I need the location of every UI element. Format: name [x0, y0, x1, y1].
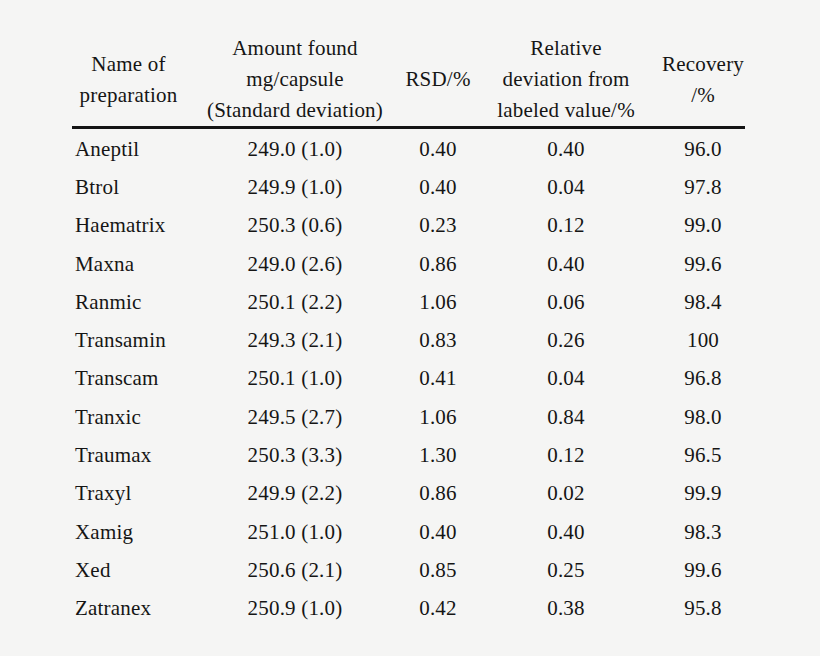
cell-recovery: 99.6 — [661, 558, 745, 583]
column-header-name: Name of preparation — [72, 49, 185, 111]
table-row: Tranxic 249.5 (2.7) 1.06 0.84 98.0 — [72, 398, 745, 436]
column-header-recovery: Recovery /% — [661, 49, 745, 111]
cell-rel-dev: 0.06 — [471, 290, 661, 315]
table-row: Ranmic 250.1 (2.2) 1.06 0.06 98.4 — [72, 283, 745, 321]
cell-name: Traxyl — [72, 481, 185, 506]
cell-rel-dev: 0.84 — [471, 405, 661, 430]
cell-rel-dev: 0.40 — [471, 137, 661, 162]
table-row: Transamin 249.3 (2.1) 0.83 0.26 100 — [72, 321, 745, 359]
cell-amount: 250.3 (3.3) — [185, 443, 405, 468]
cell-recovery: 99.0 — [661, 213, 745, 238]
cell-recovery: 99.6 — [661, 252, 745, 277]
cell-name: Traumax — [72, 443, 185, 468]
cell-recovery: 96.8 — [661, 366, 745, 391]
table-row: Btrol 249.9 (1.0) 0.40 0.04 97.8 — [72, 168, 745, 206]
cell-name: Haematrix — [72, 213, 185, 238]
cell-rsd: 0.42 — [405, 596, 471, 621]
cell-amount: 249.9 (1.0) — [185, 175, 405, 200]
table-body: Aneptil 249.0 (1.0) 0.40 0.40 96.0 Btrol… — [72, 130, 745, 628]
cell-recovery: 98.4 — [661, 290, 745, 315]
cell-rel-dev: 0.25 — [471, 558, 661, 583]
cell-rsd: 1.06 — [405, 290, 471, 315]
cell-recovery: 96.0 — [661, 137, 745, 162]
cell-name: Maxna — [72, 252, 185, 277]
cell-rsd: 1.06 — [405, 405, 471, 430]
cell-rsd: 0.41 — [405, 366, 471, 391]
cell-recovery: 98.0 — [661, 405, 745, 430]
cell-rsd: 0.86 — [405, 481, 471, 506]
cell-rel-dev: 0.02 — [471, 481, 661, 506]
cell-name: Aneptil — [72, 137, 185, 162]
cell-name: Transamin — [72, 328, 185, 353]
cell-amount: 250.9 (1.0) — [185, 596, 405, 621]
cell-rel-dev: 0.26 — [471, 328, 661, 353]
cell-rsd: 0.40 — [405, 175, 471, 200]
cell-name: Transcam — [72, 366, 185, 391]
cell-rsd: 0.40 — [405, 137, 471, 162]
cell-recovery: 97.8 — [661, 175, 745, 200]
cell-recovery: 95.8 — [661, 596, 745, 621]
cell-amount: 249.0 (1.0) — [185, 137, 405, 162]
table-row: Maxna 249.0 (2.6) 0.86 0.40 99.6 — [72, 245, 745, 283]
cell-rsd: 0.40 — [405, 520, 471, 545]
cell-amount: 249.5 (2.7) — [185, 405, 405, 430]
table-row: Aneptil 249.0 (1.0) 0.40 0.40 96.0 — [72, 130, 745, 168]
cell-recovery: 98.3 — [661, 520, 745, 545]
table-header-row: Name of preparation Amount found mg/caps… — [72, 33, 745, 129]
table-row: Transcam 250.1 (1.0) 0.41 0.04 96.8 — [72, 360, 745, 398]
cell-rel-dev: 0.12 — [471, 443, 661, 468]
results-table: Name of preparation Amount found mg/caps… — [72, 33, 745, 628]
cell-name: Zatranex — [72, 596, 185, 621]
cell-amount: 250.6 (2.1) — [185, 558, 405, 583]
cell-rel-dev: 0.04 — [471, 175, 661, 200]
cell-name: Btrol — [72, 175, 185, 200]
cell-amount: 250.1 (2.2) — [185, 290, 405, 315]
cell-amount: 249.9 (2.2) — [185, 481, 405, 506]
cell-name: Tranxic — [72, 405, 185, 430]
cell-amount: 250.3 (0.6) — [185, 213, 405, 238]
table-row: Traumax 250.3 (3.3) 1.30 0.12 96.5 — [72, 436, 745, 474]
cell-name: Xed — [72, 558, 185, 583]
cell-rel-dev: 0.38 — [471, 596, 661, 621]
cell-rsd: 0.83 — [405, 328, 471, 353]
table-row: Xed 250.6 (2.1) 0.85 0.25 99.6 — [72, 551, 745, 589]
table-row: Xamig 251.0 (1.0) 0.40 0.40 98.3 — [72, 513, 745, 551]
cell-name: Xamig — [72, 520, 185, 545]
cell-amount: 251.0 (1.0) — [185, 520, 405, 545]
cell-rel-dev: 0.40 — [471, 520, 661, 545]
cell-rel-dev: 0.40 — [471, 252, 661, 277]
cell-rel-dev: 0.12 — [471, 213, 661, 238]
cell-amount: 249.0 (2.6) — [185, 252, 405, 277]
cell-recovery: 100 — [661, 328, 745, 353]
cell-recovery: 96.5 — [661, 443, 745, 468]
cell-rsd: 0.86 — [405, 252, 471, 277]
cell-recovery: 99.9 — [661, 481, 745, 506]
column-header-amount: Amount found mg/capsule (Standard deviat… — [185, 33, 405, 126]
cell-amount: 249.3 (2.1) — [185, 328, 405, 353]
column-header-rel-dev: Relative deviation from labeled value/% — [471, 33, 661, 126]
table-row: Zatranex 250.9 (1.0) 0.42 0.38 95.8 — [72, 590, 745, 628]
cell-rsd: 0.85 — [405, 558, 471, 583]
table-row: Traxyl 249.9 (2.2) 0.86 0.02 99.9 — [72, 475, 745, 513]
cell-rel-dev: 0.04 — [471, 366, 661, 391]
column-header-rsd: RSD/% — [405, 64, 471, 95]
cell-rsd: 1.30 — [405, 443, 471, 468]
cell-rsd: 0.23 — [405, 213, 471, 238]
table-row: Haematrix 250.3 (0.6) 0.23 0.12 99.0 — [72, 207, 745, 245]
cell-amount: 250.1 (1.0) — [185, 366, 405, 391]
cell-name: Ranmic — [72, 290, 185, 315]
